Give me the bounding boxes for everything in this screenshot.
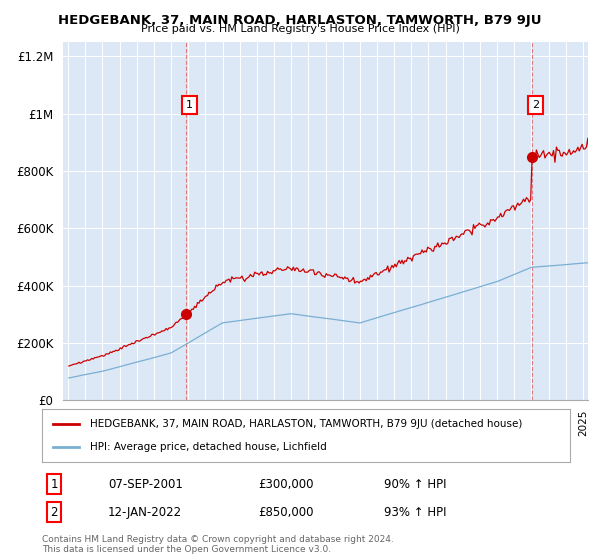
Text: 2: 2 <box>50 506 58 519</box>
Text: HEDGEBANK, 37, MAIN ROAD, HARLASTON, TAMWORTH, B79 9JU (detached house): HEDGEBANK, 37, MAIN ROAD, HARLASTON, TAM… <box>89 419 522 429</box>
Text: 93% ↑ HPI: 93% ↑ HPI <box>384 506 446 519</box>
Text: HPI: Average price, detached house, Lichfield: HPI: Average price, detached house, Lich… <box>89 442 326 452</box>
Text: 1: 1 <box>50 478 58 491</box>
Text: 90% ↑ HPI: 90% ↑ HPI <box>384 478 446 491</box>
Text: This data is licensed under the Open Government Licence v3.0.: This data is licensed under the Open Gov… <box>42 545 331 554</box>
Text: HEDGEBANK, 37, MAIN ROAD, HARLASTON, TAMWORTH, B79 9JU: HEDGEBANK, 37, MAIN ROAD, HARLASTON, TAM… <box>58 14 542 27</box>
Text: £300,000: £300,000 <box>258 478 314 491</box>
Text: 2: 2 <box>532 100 539 110</box>
Text: Contains HM Land Registry data © Crown copyright and database right 2024.: Contains HM Land Registry data © Crown c… <box>42 535 394 544</box>
Text: 1: 1 <box>186 100 193 110</box>
Text: 12-JAN-2022: 12-JAN-2022 <box>108 506 182 519</box>
Text: 07-SEP-2001: 07-SEP-2001 <box>108 478 183 491</box>
Text: £850,000: £850,000 <box>258 506 314 519</box>
Text: Price paid vs. HM Land Registry's House Price Index (HPI): Price paid vs. HM Land Registry's House … <box>140 24 460 34</box>
